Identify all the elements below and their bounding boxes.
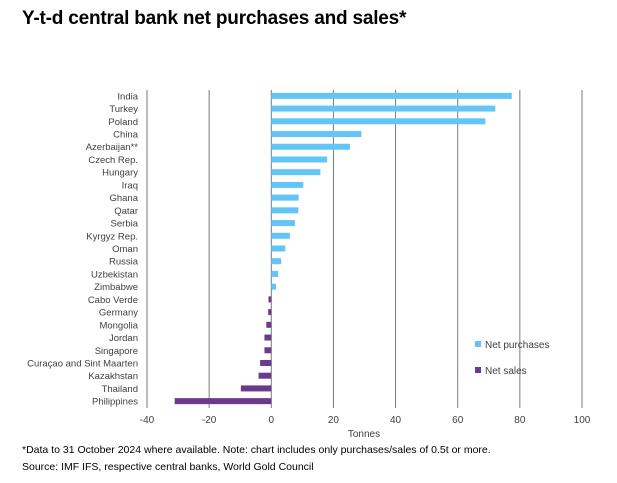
category-label: Curaçao and Sint Maarten: [27, 358, 138, 369]
category-label: China: [113, 130, 139, 141]
bar: [271, 220, 295, 227]
bar: [271, 131, 362, 138]
bar: [271, 143, 350, 150]
bar: [240, 385, 272, 392]
bar: [264, 334, 272, 341]
bar: [271, 245, 286, 252]
bar: [258, 372, 272, 379]
source-note: Source: IMF IFS, respective central bank…: [22, 461, 314, 473]
bar: [271, 118, 486, 125]
bar: [271, 283, 276, 290]
bar: [271, 258, 282, 265]
category-label: India: [117, 91, 138, 102]
x-axis-label: Tonnes: [348, 429, 380, 440]
bar: [271, 92, 512, 99]
legend-label-purchases: Net purchases: [485, 340, 549, 351]
bar: [268, 309, 272, 316]
x-tick-label: -20: [202, 415, 217, 426]
category-label: Ghana: [109, 193, 138, 204]
x-tick-label: 80: [514, 415, 526, 426]
category-label: Poland: [108, 117, 138, 128]
x-tick-labels: -40 -20 0 20 40 60 80 100: [140, 415, 591, 426]
category-label: Iraq: [122, 180, 138, 191]
category-label: Oman: [112, 244, 138, 255]
category-label: Philippines: [92, 397, 138, 408]
category-label: Czech Rep.: [88, 155, 138, 166]
bar: [271, 232, 290, 239]
legend-swatch-purchases: [475, 341, 481, 347]
category-label: Thailand: [102, 384, 138, 395]
category-label: Zimbabwe: [94, 282, 138, 293]
category-label: Hungary: [102, 168, 138, 179]
bar: [271, 207, 299, 214]
legend: Net purchases Net sales: [475, 340, 549, 377]
bars: [174, 92, 512, 405]
category-label: Uzbekistan: [91, 269, 138, 280]
category-label: Azerbaijan**: [86, 142, 139, 153]
category-label: Kazakhstan: [88, 371, 138, 382]
category-label: Singapore: [95, 346, 138, 357]
category-label: Kyrgyz Rep.: [86, 231, 138, 242]
x-tick-label: 100: [574, 415, 591, 426]
chart-title: Y-t-d central bank net purchases and sal…: [22, 8, 407, 29]
bar: [264, 347, 272, 354]
category-label: Serbia: [111, 219, 139, 230]
x-tick-label: 40: [390, 415, 402, 426]
category-label: Turkey: [109, 104, 138, 115]
x-tick-label: 60: [452, 415, 464, 426]
category-label: Qatar: [114, 206, 138, 217]
bar: [271, 270, 279, 277]
category-label: Mongolia: [99, 320, 138, 331]
footnote: *Data to 31 October 2024 where available…: [22, 444, 491, 456]
legend-swatch-sales: [475, 367, 481, 373]
bar: [271, 169, 321, 176]
category-label: Germany: [99, 308, 138, 319]
bar: [271, 105, 496, 112]
bar: [260, 359, 272, 366]
x-tick-label: -40: [140, 415, 155, 426]
x-tick-label: 0: [269, 415, 275, 426]
category-label: Russia: [109, 257, 139, 268]
bar: [174, 398, 272, 405]
x-tick-label: 20: [328, 415, 340, 426]
category-label: Cabo Verde: [88, 295, 138, 306]
bar: [271, 181, 304, 188]
legend-label-sales: Net sales: [485, 366, 527, 377]
bar: [271, 156, 328, 163]
category-label: Jordan: [109, 333, 138, 344]
bar: [266, 321, 272, 328]
bar: [268, 296, 272, 303]
gridlines: [146, 90, 583, 408]
bar: [271, 194, 299, 201]
